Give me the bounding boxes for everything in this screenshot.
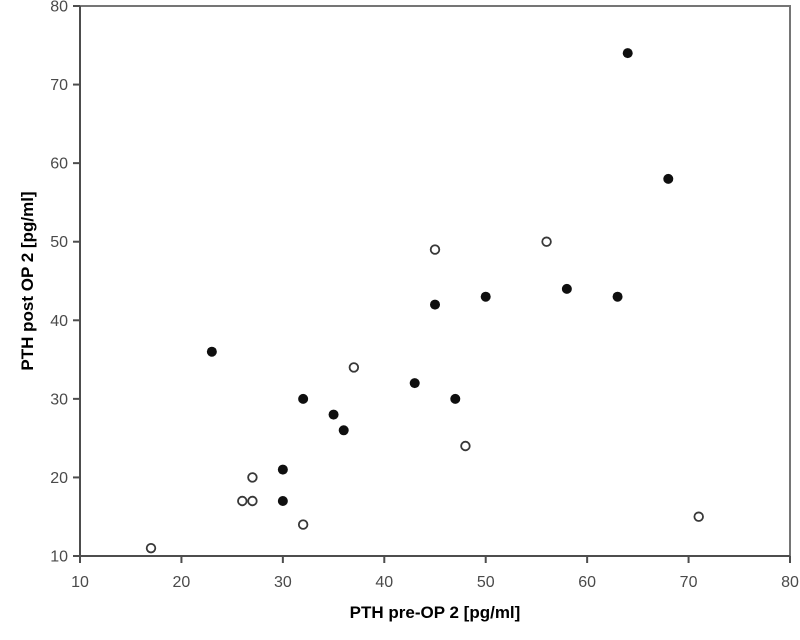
- data-point-filled-circle: [612, 291, 623, 302]
- data-point-filled-circle: [430, 299, 440, 310]
- y-tick-label: 70: [50, 77, 68, 94]
- data-point-filled-circle: [409, 378, 420, 389]
- data-point-open-circle: [237, 495, 248, 507]
- data-point-filled-circle: [561, 283, 572, 294]
- data-point-filled-circle: [277, 496, 288, 506]
- x-tick-label: 10: [71, 574, 89, 591]
- data-point-open-circle: [247, 472, 258, 483]
- plot-frame: [79, 5, 791, 557]
- x-tick-label: 70: [680, 574, 698, 591]
- data-point-filled-circle: [663, 173, 674, 184]
- y-tick-label: 40: [50, 313, 68, 330]
- data-point-open-circle: [297, 519, 309, 530]
- y-axis-ticks: 10 20 30 40 50 60 70 80: [50, 0, 80, 566]
- data-point-filled-circle: [480, 291, 491, 302]
- x-tick-label: 40: [375, 574, 393, 591]
- y-tick-label: 30: [50, 391, 68, 408]
- data-point-filled-circle: [277, 464, 288, 475]
- data-point-filled-circle: [298, 393, 309, 404]
- data-point-open-circle: [693, 511, 704, 522]
- y-tick-label: 10: [50, 549, 68, 566]
- data-point-filled-circle: [206, 346, 217, 357]
- x-tick-label: 80: [781, 574, 799, 591]
- x-tick-label: 30: [274, 574, 292, 591]
- x-tick-label: 50: [477, 574, 495, 591]
- data-point-open-circle: [145, 542, 157, 554]
- x-tick-label: 60: [578, 574, 596, 591]
- data-point-filled-circle: [622, 48, 633, 59]
- data-point-open-circle: [348, 362, 360, 373]
- x-tick-label: 20: [173, 574, 191, 591]
- axis-lines: [79, 6, 790, 557]
- data-points-layer: [145, 48, 704, 554]
- data-point-open-circle: [247, 495, 258, 507]
- data-point-open-circle: [541, 236, 552, 247]
- data-point-filled-circle: [328, 409, 339, 420]
- x-axis-title: PTH pre-OP 2 [pg/ml]: [350, 603, 521, 622]
- x-axis-ticks: 10 20 30 40 50 60 70 80: [71, 556, 799, 591]
- y-tick-label: 80: [50, 0, 68, 16]
- data-point-filled-circle: [450, 393, 461, 404]
- data-point-open-circle: [460, 440, 471, 452]
- y-axis-title: PTH post OP 2 [pg/ml]: [18, 191, 37, 370]
- y-tick-label: 50: [50, 234, 68, 251]
- data-point-filled-circle: [338, 425, 349, 436]
- y-tick-label: 20: [50, 470, 68, 487]
- data-point-open-circle: [429, 244, 441, 255]
- y-tick-label: 60: [50, 156, 68, 173]
